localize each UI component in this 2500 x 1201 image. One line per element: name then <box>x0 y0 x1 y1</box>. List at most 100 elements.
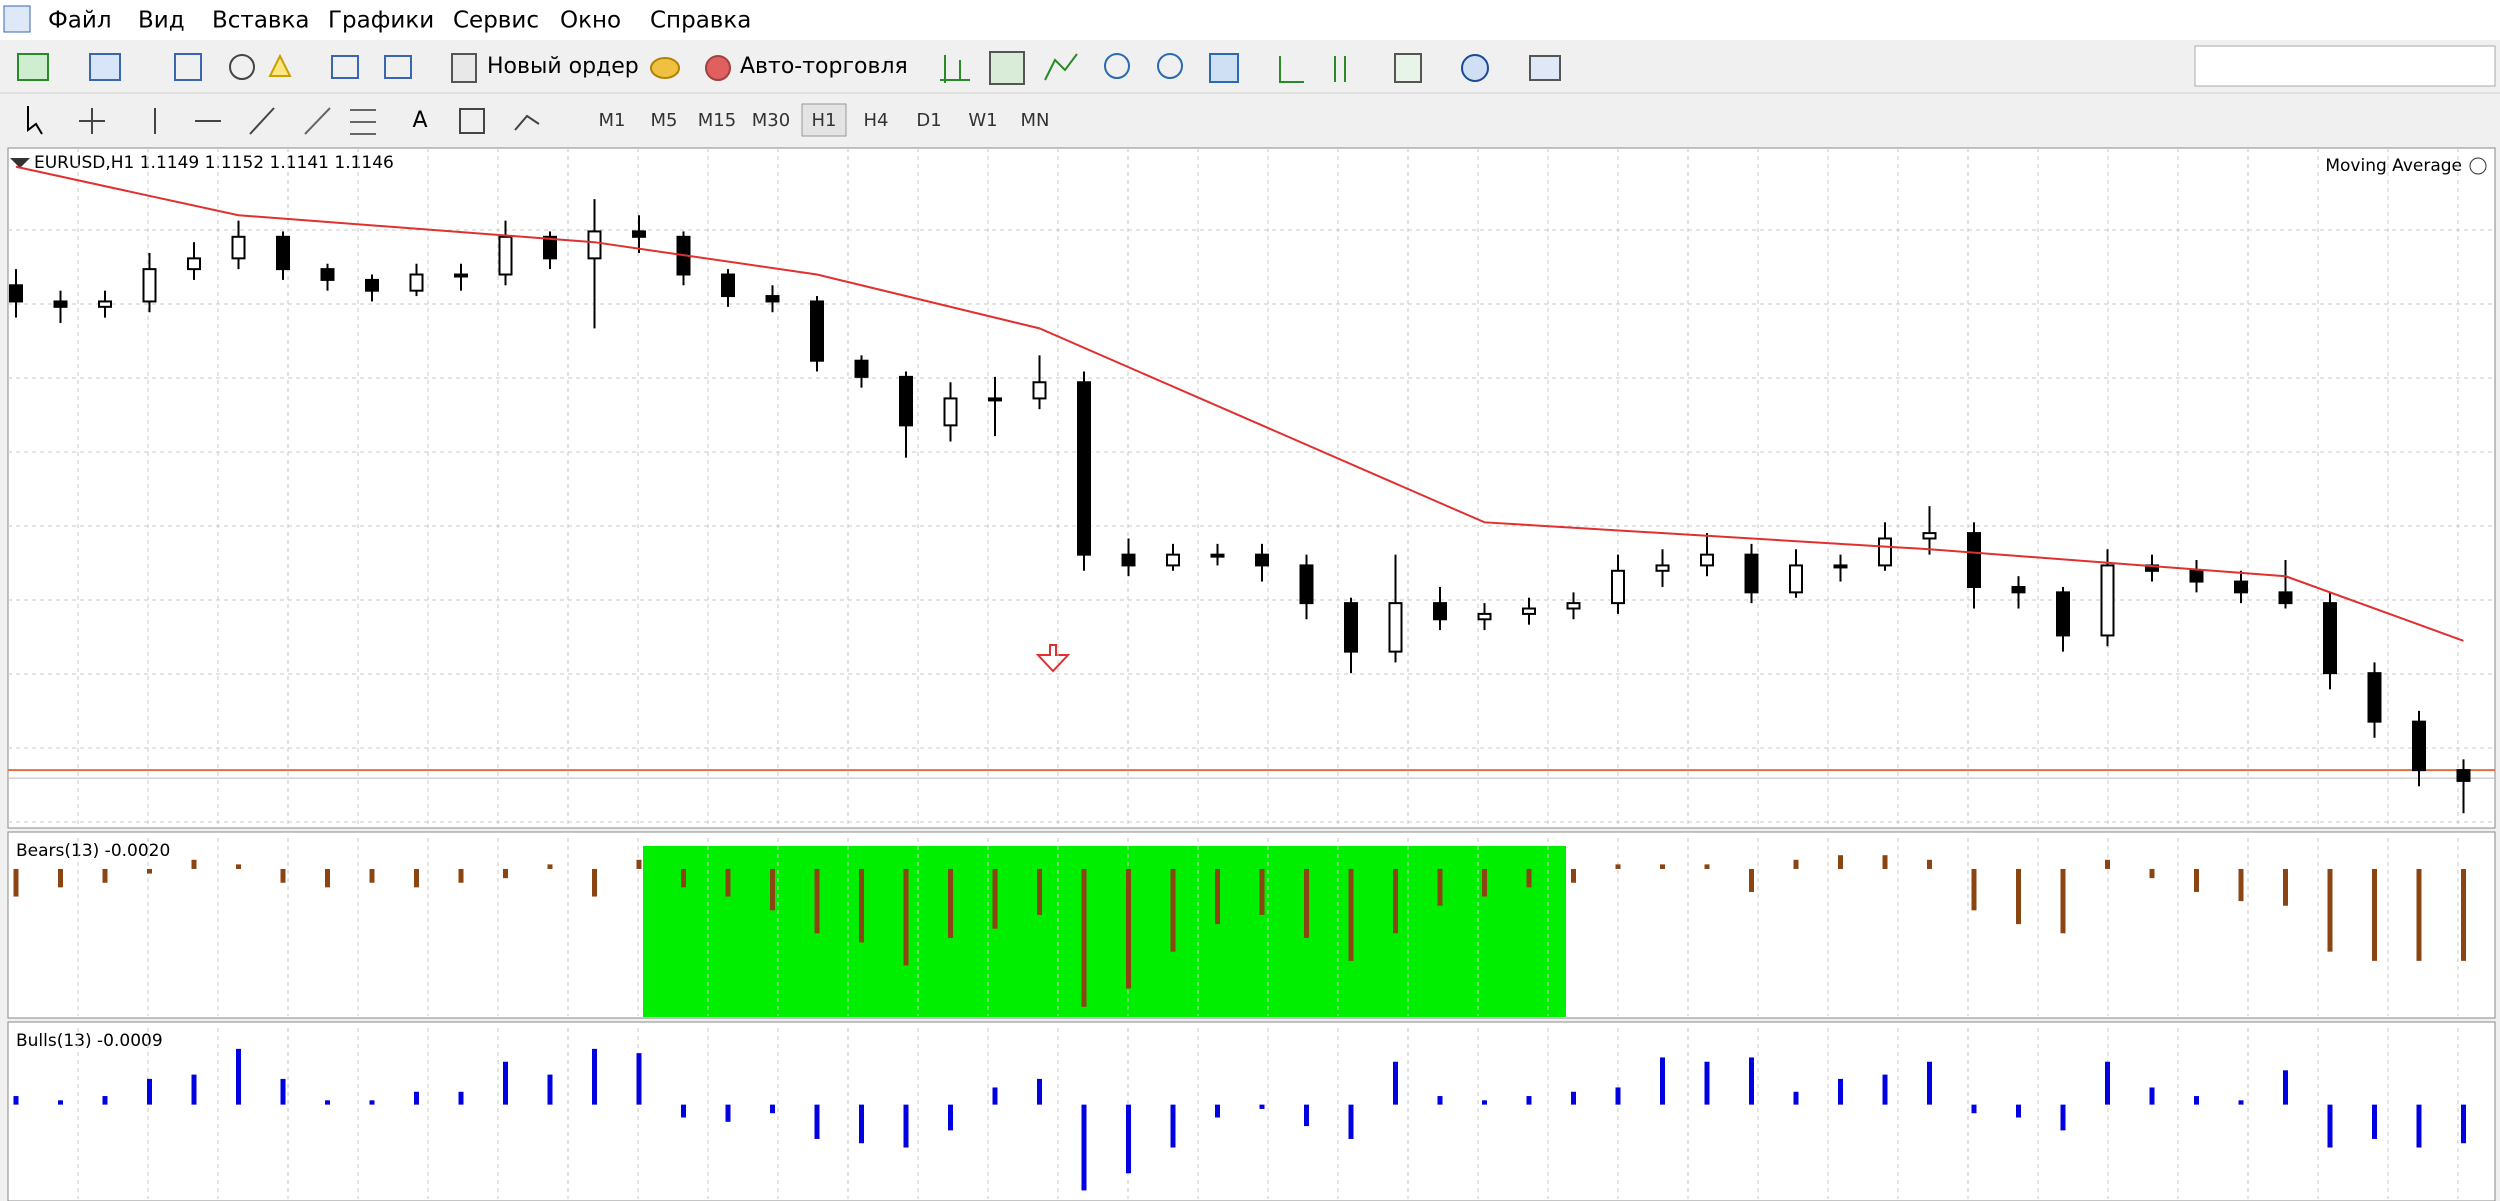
indicator-bar <box>2149 1087 2155 1105</box>
candle-body <box>765 295 780 303</box>
timeframe-button[interactable]: W1 <box>968 110 997 131</box>
auto-trading-button[interactable]: Авто-торговля <box>740 54 908 79</box>
indicator-bar <box>547 864 553 869</box>
indicator-bar <box>725 1104 731 1122</box>
indicator-bar <box>1348 1104 1354 1139</box>
menu-item[interactable]: Сервис <box>453 8 539 34</box>
chart-header: EURUSD,H1 1.1149 1.1152 1.1141 1.1146 <box>34 153 394 173</box>
candle-body <box>1433 602 1447 621</box>
indicator-bar <box>1437 1096 1443 1105</box>
indicator-bar <box>503 868 508 879</box>
menu-item[interactable]: Вид <box>138 8 185 34</box>
candle-body <box>1744 553 1759 594</box>
candle-body <box>142 268 157 303</box>
indicator-bar <box>280 1078 286 1105</box>
candle-body <box>98 300 112 308</box>
indicator-bar <box>1927 859 1932 869</box>
indicator-bar <box>191 1074 197 1105</box>
indicator-bar <box>13 868 19 897</box>
indicator-bar <box>325 1100 330 1105</box>
menu-item[interactable]: Справка <box>650 8 751 34</box>
price-panel[interactable] <box>7 147 2496 829</box>
indicator-bar <box>58 868 63 888</box>
indicator-bar <box>414 1091 419 1105</box>
indicator-bar <box>191 859 197 869</box>
indicator-bar <box>1482 868 1487 897</box>
candle-body <box>187 257 201 271</box>
candle-body <box>943 397 958 427</box>
chart-icon <box>10 158 30 168</box>
indicator-bar <box>2105 1061 2110 1105</box>
timeframe-button[interactable]: M5 <box>651 110 678 131</box>
candle-body <box>2367 672 2382 723</box>
grid <box>8 148 2495 1199</box>
candle-body <box>2100 564 2115 637</box>
search-box[interactable] <box>2194 45 2496 87</box>
candle-body <box>1922 532 1937 540</box>
indicator-bar <box>992 1087 998 1105</box>
candle-body <box>988 397 1002 402</box>
candle-body <box>2456 769 2471 782</box>
candle-body <box>1344 602 1358 653</box>
indicator-bar <box>592 1048 597 1105</box>
indicator-bar <box>725 868 731 897</box>
candle-body <box>2412 720 2426 772</box>
candle-body <box>810 300 824 362</box>
new-order-button[interactable]: Новый ордер <box>487 54 639 79</box>
indicator-bar <box>1571 1091 1576 1105</box>
indicator-bar <box>1081 868 1087 1007</box>
candle-body <box>2278 591 2293 605</box>
timeframe-button[interactable]: M1 <box>599 110 626 131</box>
indicator-bar <box>2105 859 2110 869</box>
indicator-bar <box>681 868 686 888</box>
candle-body <box>1477 612 1492 621</box>
indicator-bar <box>1615 864 1621 869</box>
menu-bar <box>0 0 2500 40</box>
indicator-bar <box>1704 1061 1710 1105</box>
indicator-bar <box>102 1096 108 1105</box>
app-icon <box>3 5 31 33</box>
candle-body <box>543 235 557 260</box>
indicator-bar <box>236 1048 241 1105</box>
menu-item[interactable]: Окно <box>560 8 621 34</box>
timeframe-button[interactable]: MN <box>1021 110 1050 131</box>
indicator-bar <box>102 868 108 883</box>
candle-body <box>454 273 468 278</box>
indicator-bar <box>636 859 642 869</box>
menu-item[interactable]: Вставка <box>212 8 309 34</box>
indicator-bar <box>770 868 775 911</box>
indicator-bar <box>1660 1057 1665 1105</box>
candle-body <box>1121 553 1136 567</box>
timeframe-button[interactable]: M15 <box>698 110 736 131</box>
timeframe-button[interactable]: M30 <box>752 110 790 131</box>
menu-item[interactable]: Графики <box>328 8 434 34</box>
indicator-bar <box>2372 1104 2377 1139</box>
indicator-bar <box>2238 868 2244 902</box>
indicator-bar <box>859 1104 864 1144</box>
candle-body <box>1388 602 1403 653</box>
indicator-bar <box>503 1061 508 1105</box>
indicator-bar <box>1793 859 1799 869</box>
indicator-bar <box>58 1100 63 1105</box>
moving-average-line <box>15 165 2464 642</box>
indicator-bar <box>13 1096 19 1105</box>
timeframe-button[interactable]: H1 <box>812 110 837 131</box>
svg-text:A: A <box>412 108 427 133</box>
indicator-bar <box>2016 1104 2021 1118</box>
candle-body <box>1299 564 1314 605</box>
menu-item[interactable]: Файл <box>48 8 112 34</box>
indicator-bar <box>1170 1104 1176 1148</box>
candle-body <box>1210 553 1225 558</box>
timeframe-button[interactable]: D1 <box>916 110 941 131</box>
candle-body <box>1833 564 1848 569</box>
bulls-panel[interactable] <box>7 1021 2496 1201</box>
indicator-bar <box>547 1074 553 1105</box>
indicator-bar <box>458 1091 464 1105</box>
indicator-bar <box>1615 1087 1621 1105</box>
active-timeframe <box>801 103 847 137</box>
indicator-bar <box>1304 1104 1309 1127</box>
candle-body <box>1522 607 1536 615</box>
timeframe-button[interactable]: H4 <box>864 110 889 131</box>
candle-body <box>2011 585 2026 594</box>
